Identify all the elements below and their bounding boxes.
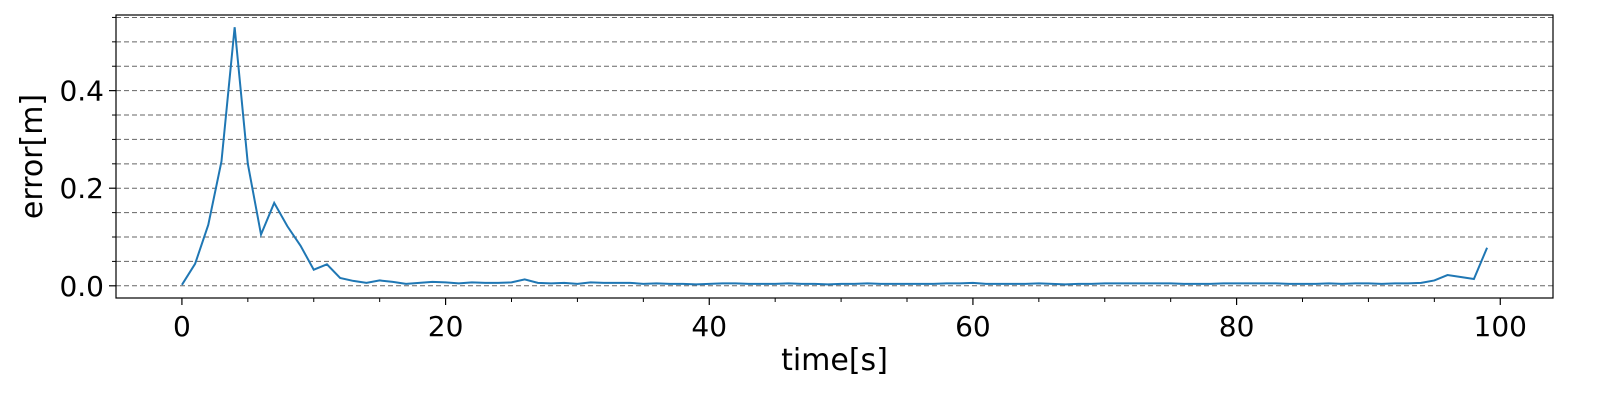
x-tick-label: 60 bbox=[955, 310, 991, 343]
x-tick-label: 80 bbox=[1219, 310, 1255, 343]
x-axis-label: time[s] bbox=[781, 343, 888, 378]
error-series-line bbox=[181, 27, 1489, 286]
y-axis-label: error[m] bbox=[15, 94, 50, 219]
y-axis-ticks: 0.0 0.2 0.4 bbox=[59, 75, 116, 303]
x-tick-label: 100 bbox=[1474, 310, 1527, 343]
y-tick-label: 0.4 bbox=[59, 75, 104, 108]
y-gridlines bbox=[116, 16, 1553, 287]
x-tick-label: 0 bbox=[173, 310, 191, 343]
y-tick-label: 0.0 bbox=[59, 270, 104, 303]
plot-frame bbox=[115, 14, 1554, 299]
x-tick-label: 20 bbox=[428, 310, 464, 343]
y-minor-ticks bbox=[112, 16, 116, 262]
y-tick-label: 0.2 bbox=[59, 172, 104, 205]
x-axis-ticks: 0 20 40 60 80 100 bbox=[173, 298, 1527, 343]
x-tick-label: 40 bbox=[691, 310, 727, 343]
